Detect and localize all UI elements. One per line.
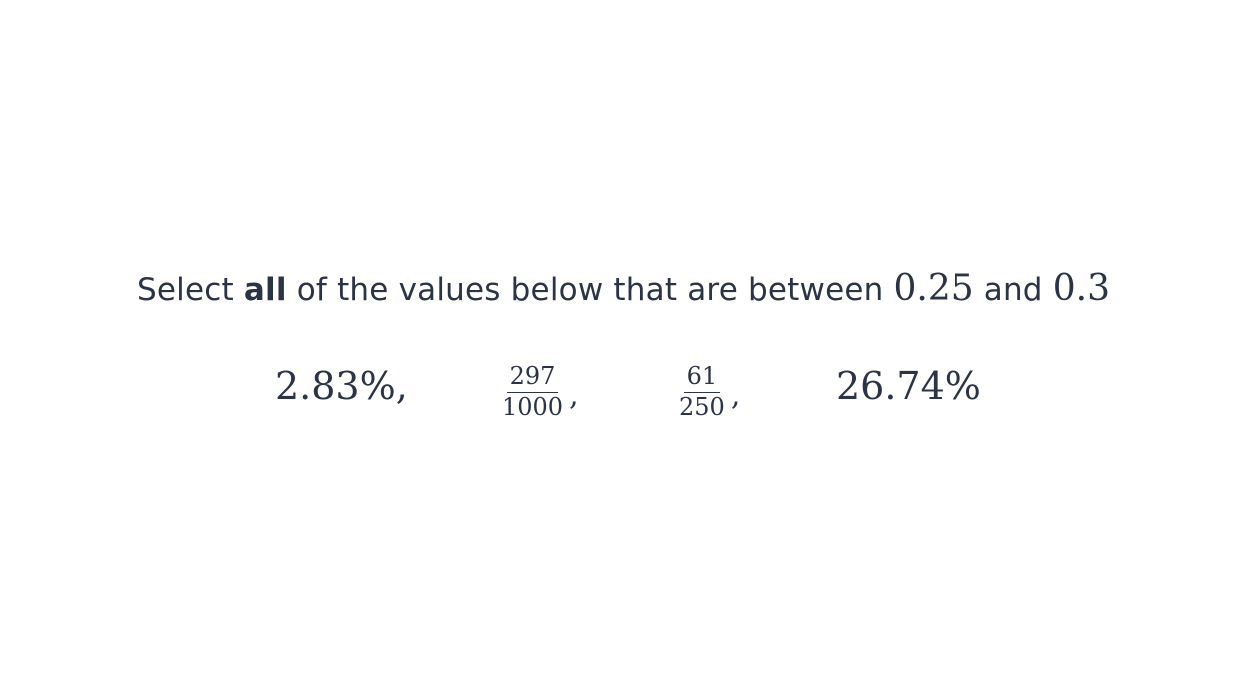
option-fraction-297-1000[interactable]: 297 1000 , [499, 360, 579, 424]
fraction-numerator: 61 [683, 363, 721, 393]
prompt-prefix: Select [137, 272, 244, 308]
option-text: 2.83%, [275, 364, 408, 408]
option-percent-2-83[interactable]: 2.83%, [275, 362, 408, 410]
prompt-middle: of the values below that are between [286, 272, 894, 308]
fraction: 297 1000 [499, 363, 566, 421]
prompt-emphasis: all [243, 272, 287, 308]
fraction-numerator: 297 [506, 363, 559, 393]
upper-bound-value: 0.3 [1052, 268, 1110, 309]
option-separator: , [569, 377, 579, 413]
question-prompt: Select all of the values below that are … [0, 268, 1247, 309]
fraction-denominator: 1000 [502, 393, 564, 421]
option-text: 26.74% [836, 364, 981, 408]
option-separator: , [730, 377, 741, 413]
prompt-connector: and [973, 272, 1053, 308]
option-fraction-61-250[interactable]: 61 250 , [676, 360, 740, 424]
option-percent-26-74[interactable]: 26.74% [836, 362, 981, 410]
lower-bound-value: 0.25 [893, 268, 974, 309]
fraction-denominator: 250 [679, 393, 725, 421]
fraction: 61 250 [676, 363, 728, 421]
